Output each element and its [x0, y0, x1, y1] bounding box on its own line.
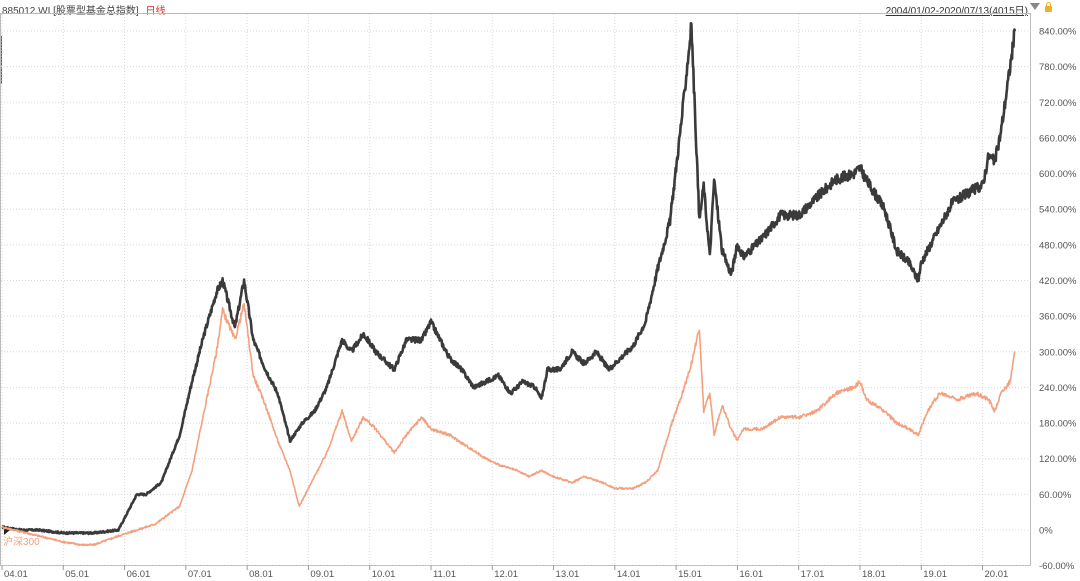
x-tick-label: 04.01 — [4, 569, 28, 580]
dropdown-triangle-icon[interactable] — [1030, 3, 1040, 10]
x-tick-label: 09.01 — [310, 569, 334, 580]
x-tick-label: 19.01 — [923, 569, 947, 580]
index-code: 885012.WI — [2, 6, 51, 17]
x-tick-label: 13.01 — [556, 569, 580, 580]
axis-layer: 840.00% 780.00% 720.00% 660.00% 600.00% 540.0… — [1, 27, 1077, 580]
x-tick-label: 06.01 — [127, 569, 151, 580]
x-tick-label: 18.01 — [862, 569, 886, 580]
x-tick-label: 16.01 — [739, 569, 763, 580]
y-tick-label: 420.00% — [1039, 276, 1077, 287]
y-tick-label: 240.00% — [1039, 383, 1077, 394]
x-tick-label: 17.01 — [801, 569, 825, 580]
y-tick-label: 180.00% — [1039, 419, 1077, 430]
y-tick-label: 0% — [1039, 526, 1053, 537]
y-tick-label: 60.00% — [1039, 490, 1072, 501]
y-tick-label: 660.00% — [1039, 133, 1077, 144]
y-tick-label: 840.00% — [1039, 27, 1077, 38]
grid-layer — [0, 13, 1031, 567]
y-tick-label: 540.00% — [1039, 205, 1077, 216]
x-tick-label: 10.01 — [372, 569, 396, 580]
y-tick-label: 720.00% — [1039, 98, 1077, 109]
series-label-csi300: 沪深300 — [3, 535, 40, 548]
series-layer — [1, 21, 1017, 547]
y-tick-label: -60.00% — [1039, 561, 1075, 572]
y-tick-label: 300.00% — [1039, 347, 1077, 358]
x-tick-label: 15.01 — [678, 569, 702, 580]
x-tick-label: 08.01 — [249, 569, 273, 580]
x-tick-label: 07.01 — [188, 569, 212, 580]
y-tick-label: 780.00% — [1039, 62, 1077, 73]
y-tick-label: 360.00% — [1039, 312, 1077, 323]
y-tick-label: 480.00% — [1039, 240, 1077, 251]
chart-header-left: 885012.WI [股票型基金总指数] 日线 — [2, 2, 166, 17]
csi300-line — [1, 303, 1016, 547]
plot-frame — [0, 13, 1031, 566]
y-tick-label: 600.00% — [1039, 169, 1077, 180]
x-tick-label: 05.01 — [65, 569, 89, 580]
lock-icon[interactable] — [1045, 2, 1052, 12]
x-tick-label: 11.01 — [433, 569, 456, 580]
x-tick-label: 20.01 — [985, 569, 1009, 580]
fund-index-line — [1, 21, 1017, 536]
date-range-selector[interactable]: 2004/01/02-2020/07/13(4015日) — [885, 6, 1028, 17]
y-tick-label: 120.00% — [1039, 454, 1077, 465]
period-label[interactable]: 日线 — [145, 6, 166, 17]
x-tick-label: 14.01 — [617, 569, 641, 580]
index-name: [股票型基金总指数] — [53, 6, 139, 17]
x-tick-label: 12.01 — [494, 569, 518, 580]
